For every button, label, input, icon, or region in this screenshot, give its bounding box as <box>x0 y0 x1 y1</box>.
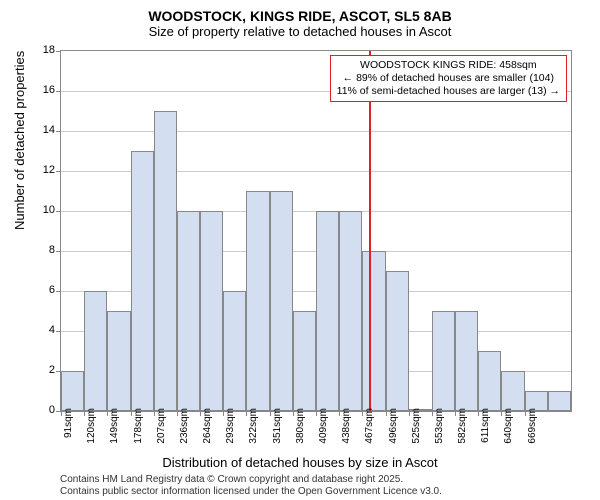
x-tick-label: 525sqm <box>411 408 422 458</box>
y-tick-label: 2 <box>25 364 55 376</box>
y-tick-label: 8 <box>25 244 55 256</box>
x-tick-label: 380sqm <box>295 408 306 458</box>
x-tick-label: 149sqm <box>109 408 120 458</box>
y-tick-mark <box>56 251 61 252</box>
histogram-bar <box>61 371 84 411</box>
x-tick-mark <box>432 411 433 416</box>
histogram-bar <box>478 351 501 411</box>
annotation-box: WOODSTOCK KINGS RIDE: 458sqm ← 89% of de… <box>330 55 567 102</box>
histogram-bar <box>501 371 524 411</box>
x-tick-label: 178sqm <box>133 408 144 458</box>
x-tick-mark <box>293 411 294 416</box>
y-tick-label: 10 <box>25 204 55 216</box>
reference-line <box>369 51 371 411</box>
x-tick-mark <box>61 411 62 416</box>
y-tick-label: 16 <box>25 84 55 96</box>
x-tick-label: 467sqm <box>364 408 375 458</box>
histogram-bar <box>455 311 478 411</box>
histogram-bar <box>131 151 154 411</box>
x-tick-mark <box>154 411 155 416</box>
chart-subtitle: Size of property relative to detached ho… <box>0 24 600 43</box>
histogram-bar <box>293 311 316 411</box>
histogram-bar <box>432 311 455 411</box>
histogram-chart: WOODSTOCK, KINGS RIDE, ASCOT, SL5 8AB Si… <box>0 0 600 500</box>
x-tick-mark <box>455 411 456 416</box>
histogram-bar <box>107 311 130 411</box>
y-tick-mark <box>56 291 61 292</box>
x-tick-label: 409sqm <box>318 408 329 458</box>
annotation-line2: ← 89% of detached houses are smaller (10… <box>337 72 560 85</box>
x-tick-mark <box>409 411 410 416</box>
x-tick-mark <box>525 411 526 416</box>
x-tick-label: 438sqm <box>341 408 352 458</box>
annotation-line1: WOODSTOCK KINGS RIDE: 458sqm <box>337 59 560 72</box>
histogram-bar <box>316 211 339 411</box>
histogram-bar <box>177 211 200 411</box>
y-tick-mark <box>56 91 61 92</box>
x-tick-mark <box>200 411 201 416</box>
footer-line1: Contains HM Land Registry data © Crown c… <box>60 474 442 486</box>
x-tick-label: 640sqm <box>503 408 514 458</box>
x-tick-mark <box>177 411 178 416</box>
x-tick-label: 582sqm <box>457 408 468 458</box>
y-tick-label: 12 <box>25 164 55 176</box>
x-tick-mark <box>386 411 387 416</box>
histogram-bar <box>386 271 409 411</box>
y-tick-label: 0 <box>25 404 55 416</box>
plot-area: WOODSTOCK KINGS RIDE: 458sqm ← 89% of de… <box>60 50 572 412</box>
x-tick-label: 669sqm <box>527 408 538 458</box>
footer-line2: Contains public sector information licen… <box>60 486 442 498</box>
x-tick-label: 322sqm <box>248 408 259 458</box>
x-tick-label: 496sqm <box>388 408 399 458</box>
y-tick-mark <box>56 211 61 212</box>
x-tick-label: 553sqm <box>434 408 445 458</box>
histogram-bar <box>548 391 571 411</box>
x-tick-label: 611sqm <box>480 408 491 458</box>
chart-title: WOODSTOCK, KINGS RIDE, ASCOT, SL5 8AB <box>0 0 600 24</box>
footer-attribution: Contains HM Land Registry data © Crown c… <box>60 474 442 498</box>
y-tick-label: 4 <box>25 324 55 336</box>
x-tick-label: 207sqm <box>156 408 167 458</box>
y-tick-label: 18 <box>25 44 55 56</box>
histogram-bar <box>223 291 246 411</box>
x-tick-mark <box>131 411 132 416</box>
y-tick-label: 6 <box>25 284 55 296</box>
x-tick-label: 351sqm <box>272 408 283 458</box>
histogram-bar <box>154 111 177 411</box>
y-tick-mark <box>56 331 61 332</box>
x-tick-label: 120sqm <box>86 408 97 458</box>
x-tick-mark <box>316 411 317 416</box>
histogram-bar <box>339 211 362 411</box>
histogram-bar <box>246 191 269 411</box>
gridline <box>61 131 571 132</box>
x-tick-label: 91sqm <box>63 408 74 458</box>
y-tick-label: 14 <box>25 124 55 136</box>
y-tick-mark <box>56 51 61 52</box>
x-tick-label: 293sqm <box>225 408 236 458</box>
x-tick-label: 264sqm <box>202 408 213 458</box>
y-tick-mark <box>56 171 61 172</box>
y-tick-mark <box>56 371 61 372</box>
histogram-bar <box>200 211 223 411</box>
y-tick-mark <box>56 131 61 132</box>
x-tick-mark <box>270 411 271 416</box>
annotation-line3: 11% of semi-detached houses are larger (… <box>337 85 560 98</box>
histogram-bar <box>362 251 385 411</box>
histogram-bar <box>270 191 293 411</box>
histogram-bar <box>84 291 107 411</box>
x-tick-label: 236sqm <box>179 408 190 458</box>
